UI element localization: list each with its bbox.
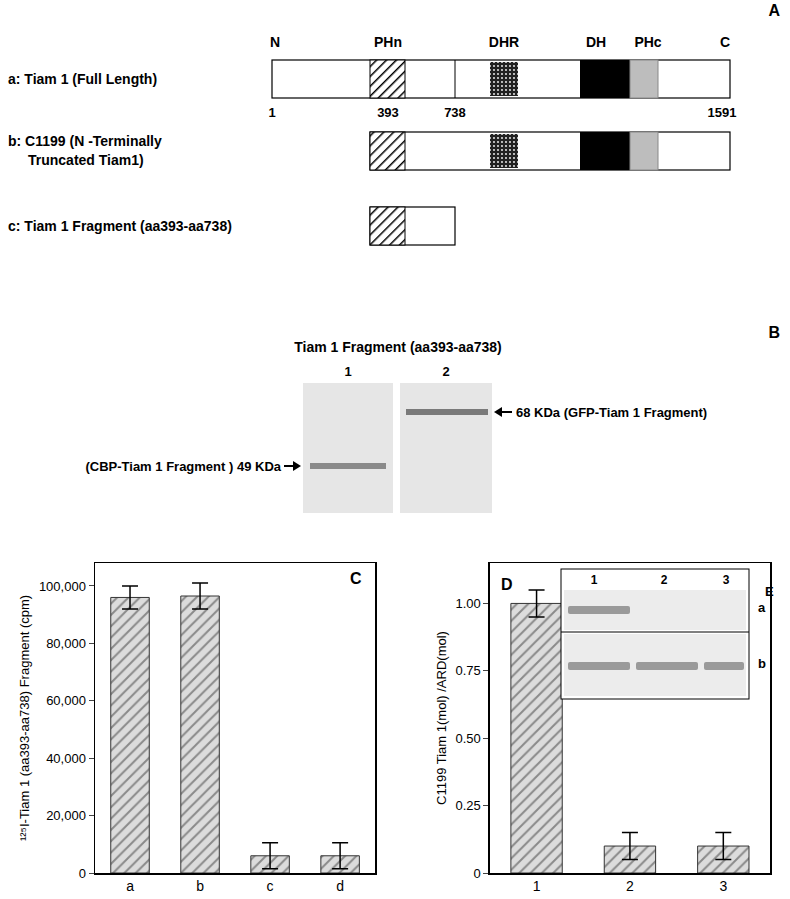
svg-text:d: d xyxy=(336,878,344,894)
svg-text:PHn: PHn xyxy=(374,34,402,50)
svg-text:0: 0 xyxy=(79,866,86,881)
svg-text:C: C xyxy=(720,34,730,50)
svg-text:C: C xyxy=(350,570,362,587)
svg-text:2: 2 xyxy=(442,364,449,379)
svg-text:3: 3 xyxy=(723,573,730,587)
svg-text:1.00: 1.00 xyxy=(455,596,480,611)
svg-text:DH: DH xyxy=(586,34,606,50)
svg-text:60,000: 60,000 xyxy=(46,693,86,708)
svg-text:0.75: 0.75 xyxy=(455,663,480,678)
svg-text:c: Tiam 1 Fragment (aa393-aa73: c: Tiam 1 Fragment (aa393-aa738) xyxy=(8,218,232,234)
svg-text:3: 3 xyxy=(719,878,727,894)
svg-text:1: 1 xyxy=(268,105,275,120)
svg-text:(CBP-Tiam 1 Fragment ) 49 KDa: (CBP-Tiam 1 Fragment ) 49 KDa xyxy=(85,459,281,474)
svg-text:b: b xyxy=(758,656,766,671)
svg-text:N: N xyxy=(270,34,280,50)
svg-text:20,000: 20,000 xyxy=(46,808,86,823)
svg-text:1591: 1591 xyxy=(708,105,737,120)
svg-text:D: D xyxy=(501,576,513,593)
svg-text:c: c xyxy=(267,878,274,894)
svg-text:B: B xyxy=(768,324,780,341)
svg-text:2: 2 xyxy=(661,573,668,587)
svg-text:0.50: 0.50 xyxy=(455,731,480,746)
svg-text:a: Tiam 1 (Full Length): a: Tiam 1 (Full Length) xyxy=(8,71,157,87)
svg-text:PHc: PHc xyxy=(634,34,661,50)
svg-text:b: C1199 (N -Terminally: b: C1199 (N -Terminally xyxy=(8,133,162,149)
svg-text:738: 738 xyxy=(444,105,466,120)
svg-text:80,000: 80,000 xyxy=(46,636,86,651)
svg-text:68 KDa (GFP-Tiam 1 Fragment): 68 KDa (GFP-Tiam 1 Fragment) xyxy=(516,405,707,420)
svg-text:b: b xyxy=(196,878,204,894)
svg-text:A: A xyxy=(768,2,780,19)
svg-text:2: 2 xyxy=(626,878,634,894)
svg-text:1: 1 xyxy=(533,878,541,894)
svg-text:1: 1 xyxy=(344,364,351,379)
svg-text:0: 0 xyxy=(474,866,481,881)
svg-text:40,000: 40,000 xyxy=(46,751,86,766)
svg-text:¹²⁵I-Tiam 1 (aa393-aa738) Frag: ¹²⁵I-Tiam 1 (aa393-aa738) Fragment (cpm) xyxy=(17,595,32,841)
svg-text:0.25: 0.25 xyxy=(455,798,480,813)
svg-text:100,000: 100,000 xyxy=(39,579,86,594)
svg-text:a: a xyxy=(126,878,134,894)
svg-text:Tiam 1 Fragment (aa393-aa738): Tiam 1 Fragment (aa393-aa738) xyxy=(294,339,502,355)
svg-text:DHR: DHR xyxy=(489,34,519,50)
svg-text:Truncated Tiam1): Truncated Tiam1) xyxy=(28,152,144,168)
svg-text:1: 1 xyxy=(591,573,598,587)
svg-text:C1199 Tiam 1(mol) /ARD(mol): C1199 Tiam 1(mol) /ARD(mol) xyxy=(434,631,449,805)
svg-text:E: E xyxy=(765,584,774,599)
svg-text:a: a xyxy=(758,600,766,615)
svg-text:393: 393 xyxy=(377,105,399,120)
